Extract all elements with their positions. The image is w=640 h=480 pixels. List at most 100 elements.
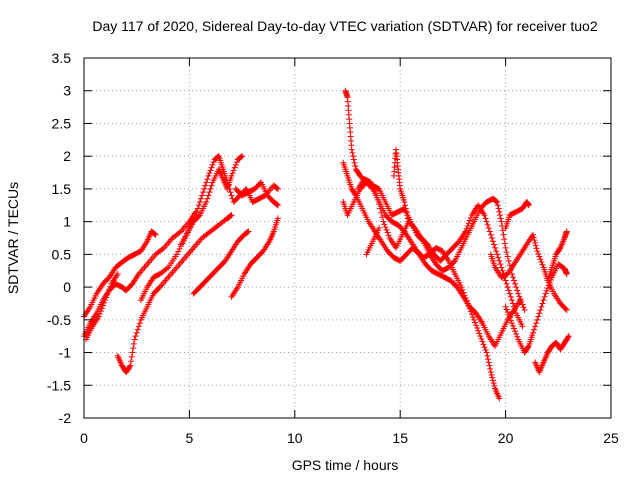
- x-axis-label: GPS time / hours: [292, 457, 399, 473]
- data-point: [229, 170, 236, 177]
- data-point: [488, 235, 495, 241]
- data-point: [159, 245, 166, 252]
- series-arc-17: [502, 261, 570, 356]
- data-point: [380, 218, 387, 225]
- data-point: [350, 156, 357, 163]
- y-tick-label: 0: [63, 279, 71, 295]
- data-point: [194, 205, 201, 212]
- y-tick-label: 1: [63, 214, 71, 230]
- data-point: [502, 244, 509, 251]
- data-point: [544, 285, 551, 292]
- data-point: [505, 257, 512, 264]
- data-point: [506, 290, 513, 297]
- data-point: [532, 323, 539, 330]
- data-point: [376, 201, 383, 208]
- data-point: [274, 215, 281, 222]
- data-point: [402, 205, 409, 212]
- data-point: [489, 374, 496, 381]
- data-point: [505, 311, 512, 318]
- data-point: [127, 362, 134, 369]
- data-point: [489, 238, 496, 245]
- data-point: [375, 196, 382, 203]
- x-tick-label: 15: [392, 430, 408, 446]
- data-point: [226, 185, 233, 192]
- data-point: [500, 231, 507, 238]
- data-point: [496, 208, 503, 215]
- data-point: [239, 153, 246, 160]
- data-point: [512, 307, 519, 313]
- data-point: [377, 205, 384, 212]
- data-point: [238, 153, 245, 160]
- data-point: [128, 353, 135, 360]
- data-point: [475, 327, 482, 334]
- data-point: [349, 149, 356, 156]
- data-point: [491, 382, 498, 389]
- data-point: [485, 359, 492, 366]
- data-point: [227, 189, 234, 196]
- data-point: [499, 267, 506, 274]
- data-point: [374, 192, 381, 199]
- data-point: [496, 395, 503, 402]
- data-point: [536, 310, 543, 317]
- data-point: [476, 330, 483, 337]
- series-arc-12: [340, 179, 528, 313]
- data-point: [472, 319, 479, 326]
- data-point: [227, 212, 234, 219]
- data-point: [237, 154, 244, 161]
- data-point: [530, 234, 537, 241]
- data-point: [533, 320, 540, 327]
- data-point: [201, 185, 208, 192]
- data-point: [482, 346, 489, 353]
- data-point: [462, 228, 469, 235]
- data-point: [210, 159, 217, 166]
- data-point: [513, 284, 520, 291]
- series-arc-10: [342, 87, 503, 402]
- data-point: [494, 199, 501, 205]
- data-point: [501, 240, 508, 247]
- data-point: [532, 242, 539, 249]
- data-point: [497, 215, 504, 222]
- x-tick-label: 20: [498, 430, 514, 446]
- data-point: [382, 224, 389, 231]
- data-point: [521, 307, 528, 313]
- data-point: [114, 271, 121, 277]
- data-point: [463, 225, 470, 232]
- series-arc-13: [355, 176, 526, 330]
- data-point: [534, 316, 541, 323]
- series-arc-4: [114, 212, 235, 376]
- data-point: [274, 202, 281, 209]
- data-point: [535, 313, 542, 320]
- data-point: [465, 220, 472, 227]
- chart-title: Day 117 of 2020, Sidereal Day-to-day VTE…: [92, 18, 597, 34]
- series-arc-18: [532, 333, 572, 376]
- series-arc-1: [81, 228, 159, 320]
- data-point: [563, 307, 570, 313]
- plot-frame: [83, 57, 612, 419]
- data-point: [525, 344, 532, 351]
- data-point: [504, 253, 511, 260]
- data-point: [509, 322, 516, 329]
- data-point: [107, 283, 114, 290]
- data-point: [205, 172, 212, 179]
- tick-labels: -2 -1.5 -1 -0.5 0 0.5 1 1.5 2 2.5 3 3.5 0 5 10 15 20 25: [47, 50, 619, 446]
- data-point: [403, 208, 410, 215]
- y-tick-label: 3.5: [52, 50, 72, 66]
- data-markers: [81, 87, 572, 402]
- y-tick-label: -0.5: [47, 312, 71, 328]
- data-point: [129, 349, 136, 356]
- data-point: [126, 363, 133, 370]
- data-point: [179, 238, 186, 245]
- data-point: [487, 231, 494, 238]
- data-point: [495, 254, 502, 261]
- data-point: [503, 280, 510, 287]
- data-point: [233, 159, 240, 166]
- series-arc-20: [544, 228, 570, 284]
- data-point: [498, 264, 505, 271]
- data-point: [537, 256, 544, 263]
- data-point: [105, 289, 112, 295]
- data-point: [563, 228, 570, 235]
- data-point: [404, 215, 411, 222]
- data-point: [481, 212, 488, 219]
- data-point: [517, 296, 524, 303]
- data-point: [193, 208, 200, 215]
